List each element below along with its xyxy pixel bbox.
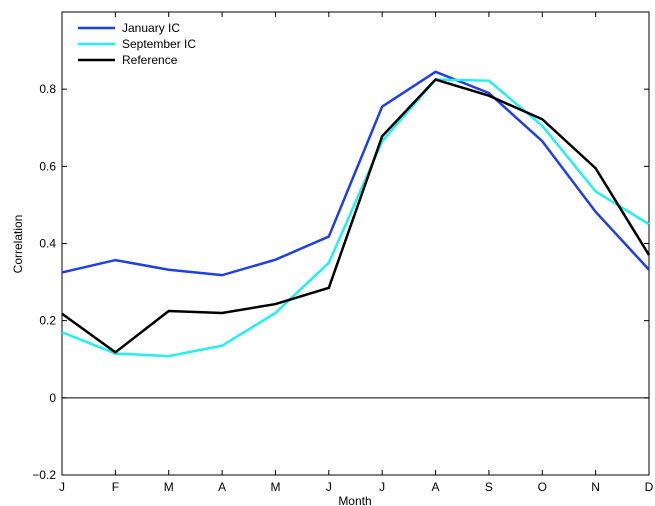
x-tick-label: A (432, 480, 440, 494)
x-tick-label: F (112, 480, 119, 494)
legend-label: Reference (122, 53, 178, 67)
x-axis-label: Month (338, 494, 371, 506)
x-tick-label: S (485, 480, 493, 494)
x-tick-label: O (538, 480, 547, 494)
series-line-january-ic (61, 70, 650, 277)
y-tick-label: −0.2 (32, 468, 56, 482)
series-line-reference (61, 78, 651, 354)
x-tick-label: J (59, 480, 65, 494)
y-tick-label: 0.2 (39, 314, 56, 328)
y-tick-label: 0.4 (39, 237, 56, 251)
y-tick-label: 0 (49, 391, 56, 405)
x-tick-label: J (326, 480, 332, 494)
x-tick-label: M (270, 480, 280, 494)
x-tick-label: N (591, 480, 600, 494)
x-tick-label: A (218, 480, 226, 494)
y-axis-label: Correlation (11, 215, 25, 274)
y-tick-label: 0.6 (39, 159, 56, 173)
legend: January IC September IC Reference (78, 21, 196, 67)
x-tick-label: D (645, 480, 654, 494)
y-axis-ticks: −0.2 0 0.2 0.4 0.6 0.8 (32, 82, 649, 482)
legend-label: September IC (122, 37, 196, 51)
y-tick-label: 0.8 (39, 82, 56, 96)
legend-label: January IC (122, 21, 180, 35)
series-line-september-ic (61, 78, 650, 358)
x-tick-label: M (164, 480, 174, 494)
series-layer (61, 70, 651, 358)
plot-frame (61, 11, 650, 476)
x-tick-label: J (379, 480, 385, 494)
